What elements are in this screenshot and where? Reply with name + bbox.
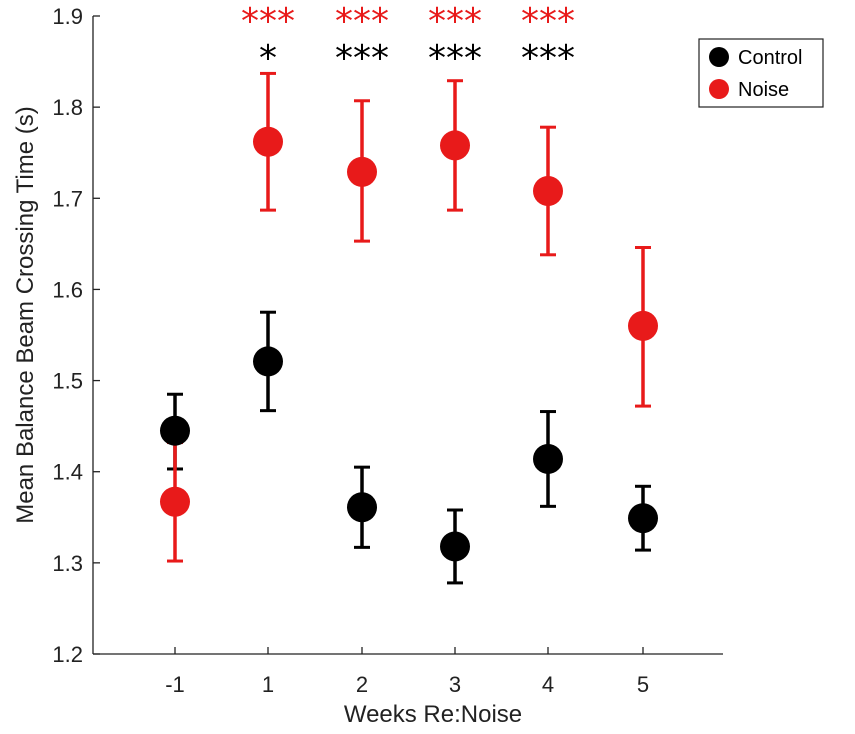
control-significance-marker: *** (428, 38, 482, 79)
noise-point (440, 130, 470, 161)
x-tick-label: 2 (356, 672, 368, 697)
x-tick-label: -1 (165, 672, 185, 697)
noise-significance-marker: *** (521, 1, 575, 42)
noise-point (347, 156, 377, 187)
control-significance-marker: * (259, 38, 277, 79)
x-tick-label: 4 (542, 672, 554, 697)
y-tick-label: 1.3 (52, 551, 83, 576)
noise-point (533, 175, 563, 206)
legend-marker-control (709, 47, 729, 67)
control-point (628, 503, 658, 534)
axes: 1.2 1.3 1.4 1.5 1.6 1.7 1.8 1.9 -1 1 2 3 4 5 (52, 4, 723, 697)
noise-point (628, 310, 658, 341)
control-point (160, 415, 190, 446)
noise-significance-marker: *** (241, 1, 295, 42)
y-tick-label: 1.5 (52, 369, 83, 394)
y-tick-label: 1.9 (52, 4, 83, 29)
error-bars (167, 71, 651, 585)
x-tick-label: 3 (449, 672, 461, 697)
noise-point (253, 126, 283, 157)
y-tick-label: 1.8 (52, 95, 83, 120)
x-axis-title: Weeks Re:Noise (344, 701, 522, 728)
noise-significance-marker: *** (335, 1, 389, 42)
y-tick-label: 1.6 (52, 277, 83, 302)
legend-label-noise: Noise (738, 79, 789, 101)
control-significance-marker: *** (335, 38, 389, 79)
y-tick-label: 1.7 (52, 186, 83, 211)
y-tick-label: 1.2 (52, 642, 83, 667)
control-point (253, 346, 283, 377)
noise-significance-marker: *** (428, 1, 482, 42)
data-points (160, 126, 658, 562)
y-axis-title: Mean Balance Beam Crossing Time (s) (12, 106, 39, 524)
noise-point (160, 486, 190, 517)
control-point (440, 531, 470, 562)
control-point (347, 492, 377, 523)
y-tick-label: 1.4 (52, 460, 83, 485)
significance-markers: *** *** *** **** *** *** *** (241, 1, 575, 79)
legend-marker-noise (709, 79, 729, 99)
control-significance-marker: *** (521, 38, 575, 79)
x-tick-label: 5 (637, 672, 649, 697)
legend: Control Noise (698, 38, 824, 108)
legend-label-control: Control (738, 47, 802, 69)
control-point (533, 443, 563, 474)
x-tick-label: 1 (262, 672, 274, 697)
